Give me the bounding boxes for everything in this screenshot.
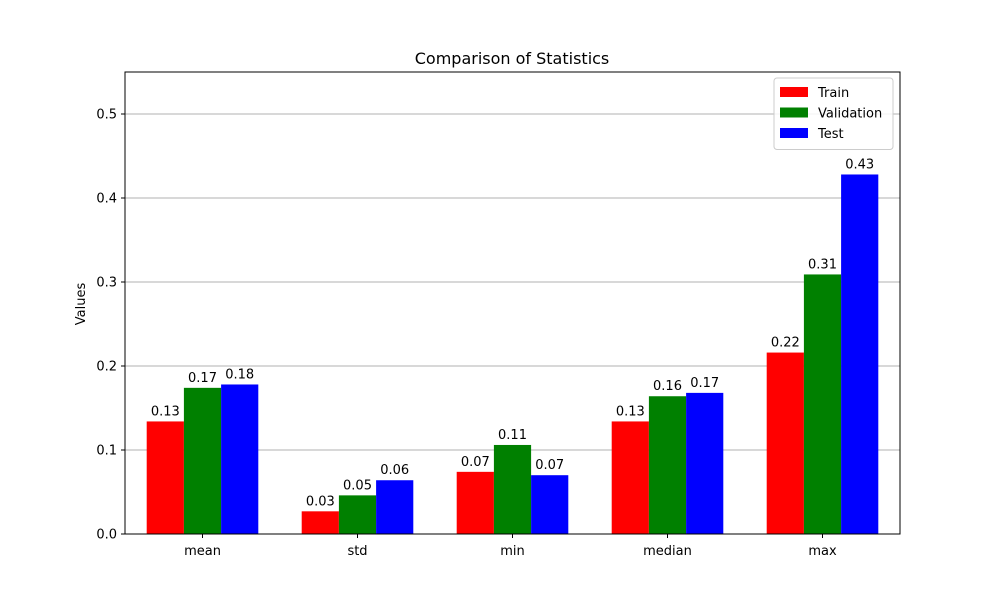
x-tick-label: max [808, 544, 837, 559]
y-tick-label: 0.3 [96, 276, 117, 291]
data-label: 0.06 [380, 463, 409, 478]
legend-swatch [780, 107, 808, 118]
legend: Train Validation Test [773, 77, 894, 150]
legend-entry: Test [817, 127, 844, 142]
x-tick-label: std [347, 544, 367, 559]
data-label: 0.31 [808, 257, 837, 272]
bar-train-std [301, 511, 339, 534]
legend-swatch [780, 128, 808, 138]
y-tick-label: 0.0 [96, 528, 117, 543]
bar-validation-std [338, 495, 377, 534]
bar-validation-median [648, 396, 687, 534]
data-label: 0.07 [461, 455, 490, 470]
data-label: 0.07 [535, 458, 564, 473]
data-label: 0.17 [188, 371, 217, 386]
x-tick-label: median [643, 544, 692, 559]
data-label: 0.22 [771, 336, 800, 351]
data-label: 0.43 [845, 157, 874, 172]
legend-entry: Train [817, 86, 849, 101]
bar-test-std [376, 480, 414, 534]
y-tick-label: 0.2 [96, 360, 117, 375]
bar-test-min [531, 475, 569, 534]
bar-train-median [611, 421, 649, 534]
x-tick-label: min [500, 544, 525, 559]
bar-test-median [686, 392, 724, 534]
y-tick-label: 0.5 [96, 108, 117, 123]
data-label: 0.13 [151, 404, 180, 419]
legend-entry: Validation [818, 107, 882, 122]
data-label: 0.03 [306, 494, 335, 509]
bar-test-max [841, 174, 879, 535]
data-label: 0.18 [225, 367, 254, 382]
data-label: 0.13 [616, 404, 645, 419]
y-axis-ticks: 0.0 0.1 0.2 0.3 0.4 0.5 [96, 108, 125, 543]
bar-train-max [766, 352, 804, 534]
bars [146, 174, 879, 535]
bar-test-mean [221, 384, 259, 534]
data-labels: 0.13 0.17 0.18 0.03 0.05 0.06 0.07 0.11 0.07 0.13… [151, 157, 874, 509]
data-label: 0.16 [653, 379, 682, 394]
x-tick-label: mean [184, 544, 221, 559]
bar-validation-mean [183, 387, 222, 534]
y-tick-label: 0.1 [96, 444, 117, 459]
bar-train-min [456, 471, 494, 534]
y-axis-label: Values [74, 283, 89, 326]
data-label: 0.05 [343, 478, 372, 493]
x-axis-ticks: mean std min median max [184, 534, 837, 559]
bar-train-mean [146, 421, 184, 534]
bar-validation-max [803, 274, 842, 534]
data-label: 0.11 [498, 428, 527, 443]
data-label: 0.17 [690, 376, 719, 391]
legend-swatch [780, 87, 808, 97]
y-tick-label: 0.4 [96, 192, 117, 207]
chart-title: Comparison of Statistics [415, 49, 610, 68]
bar-validation-min [493, 444, 532, 534]
